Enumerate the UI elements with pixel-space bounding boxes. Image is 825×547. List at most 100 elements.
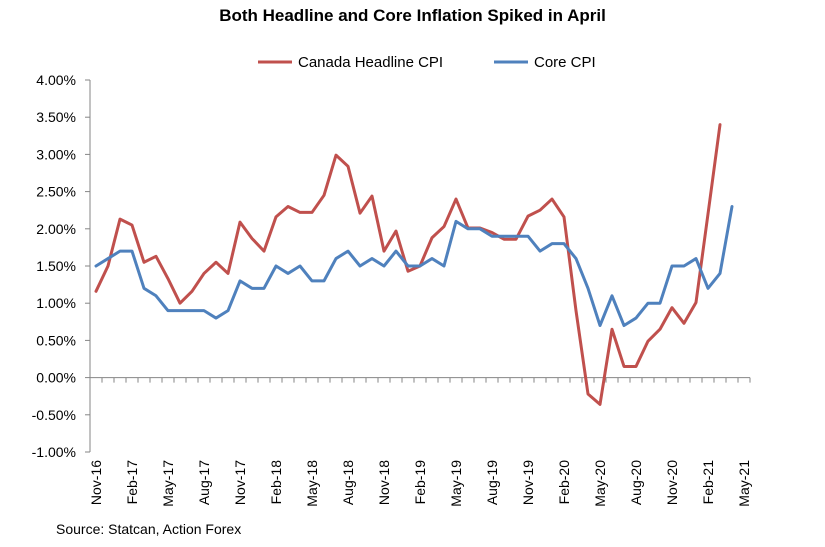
data-point-canada-headline-cpi: [539, 209, 542, 212]
data-point-canada-headline-cpi: [155, 255, 158, 258]
axes: -1.00% -0.50% 0.00% 0.50% 1.00% 1.50% 2.00% 2.5…: [32, 72, 752, 507]
data-point-core-cpi: [443, 265, 446, 268]
y-tick-label: 3.00%: [36, 146, 76, 162]
data-point-canada-headline-cpi: [215, 261, 218, 264]
data-point-core-cpi: [347, 250, 350, 253]
data-point-canada-headline-cpi: [683, 322, 686, 325]
data-point-core-cpi: [611, 294, 614, 297]
data-point-core-cpi: [239, 279, 242, 282]
data-point-canada-headline-cpi: [407, 270, 410, 273]
data-point-core-cpi: [275, 265, 278, 268]
data-point-core-cpi: [431, 257, 434, 260]
x-tick-label: May-21: [736, 460, 752, 507]
x-tick-label: Aug-19: [484, 460, 500, 505]
data-point-core-cpi: [683, 265, 686, 268]
data-point-canada-headline-cpi: [275, 215, 278, 218]
data-point-canada-headline-cpi: [119, 218, 122, 221]
data-point-core-cpi: [599, 324, 602, 327]
y-tick-label: 0.00%: [36, 370, 76, 386]
data-point-core-cpi: [515, 235, 518, 238]
data-point-canada-headline-cpi: [719, 123, 722, 126]
x-tick-label: Nov-17: [232, 460, 248, 505]
x-tick-label: May-20: [592, 460, 608, 507]
y-tick-label: -1.00%: [32, 444, 76, 460]
y-tick-label: 3.50%: [36, 109, 76, 125]
data-point-canada-headline-cpi: [647, 340, 650, 343]
y-tick-label: 1.50%: [36, 258, 76, 274]
data-point-core-cpi: [719, 272, 722, 275]
data-point-canada-headline-cpi: [203, 272, 206, 275]
data-point-core-cpi: [311, 279, 314, 282]
data-point-canada-headline-cpi: [563, 215, 566, 218]
x-tick-label: Nov-16: [88, 460, 104, 505]
y-tick-label: 0.50%: [36, 332, 76, 348]
data-point-core-cpi: [227, 309, 230, 312]
data-point-canada-headline-cpi: [359, 212, 362, 215]
series-line-core-cpi: [94, 204, 734, 328]
data-point-canada-headline-cpi: [287, 205, 290, 208]
data-point-core-cpi: [323, 279, 326, 282]
data-point-canada-headline-cpi: [335, 154, 338, 157]
data-point-core-cpi: [479, 227, 482, 230]
data-point-core-cpi: [491, 235, 494, 238]
data-point-core-cpi: [407, 265, 410, 268]
data-point-core-cpi: [455, 220, 458, 223]
data-point-core-cpi: [155, 294, 158, 297]
chart-title: Both Headline and Core Inflation Spiked …: [219, 6, 606, 25]
legend-label-canada-headline-cpi: Canada Headline CPI: [298, 54, 443, 71]
legend-label-core-cpi: Core CPI: [534, 54, 596, 71]
data-point-core-cpi: [143, 287, 146, 290]
data-point-canada-headline-cpi: [299, 211, 302, 214]
data-point-core-cpi: [215, 317, 218, 320]
data-point-core-cpi: [575, 257, 578, 260]
data-point-core-cpi: [503, 235, 506, 238]
data-point-core-cpi: [635, 317, 638, 320]
data-point-canada-headline-cpi: [455, 198, 458, 201]
data-point-core-cpi: [419, 265, 422, 268]
data-point-canada-headline-cpi: [515, 238, 518, 241]
x-tick-label: May-19: [448, 460, 464, 507]
data-point-canada-headline-cpi: [671, 306, 674, 309]
data-point-canada-headline-cpi: [599, 403, 602, 406]
data-point-core-cpi: [203, 309, 206, 312]
data-point-core-cpi: [287, 272, 290, 275]
series-layer: [94, 123, 734, 406]
data-point-core-cpi: [587, 287, 590, 290]
data-point-canada-headline-cpi: [443, 225, 446, 228]
data-point-core-cpi: [671, 265, 674, 268]
data-point-core-cpi: [731, 205, 734, 208]
data-point-core-cpi: [263, 287, 266, 290]
data-point-core-cpi: [299, 265, 302, 268]
data-point-core-cpi: [551, 242, 554, 245]
data-point-canada-headline-cpi: [251, 237, 254, 240]
data-point-canada-headline-cpi: [503, 238, 506, 241]
data-point-core-cpi: [467, 227, 470, 230]
data-point-canada-headline-cpi: [395, 230, 398, 233]
data-point-core-cpi: [179, 309, 182, 312]
x-tick-label: Feb-19: [412, 460, 428, 505]
data-point-canada-headline-cpi: [371, 195, 374, 198]
y-tick-label: 4.00%: [36, 72, 76, 88]
data-point-canada-headline-cpi: [695, 301, 698, 304]
legend: Canada Headline CPI Core CPI: [258, 54, 596, 71]
data-point-canada-headline-cpi: [191, 290, 194, 293]
data-point-core-cpi: [95, 265, 98, 268]
data-point-canada-headline-cpi: [323, 194, 326, 197]
x-tick-label: Aug-20: [628, 460, 644, 505]
data-point-canada-headline-cpi: [635, 365, 638, 368]
data-point-canada-headline-cpi: [383, 250, 386, 253]
data-point-core-cpi: [527, 235, 530, 238]
y-tick-label: 2.00%: [36, 221, 76, 237]
data-point-core-cpi: [539, 250, 542, 253]
data-point-core-cpi: [659, 302, 662, 305]
data-point-core-cpi: [131, 250, 134, 253]
x-tick-label: May-17: [160, 460, 176, 507]
data-point-canada-headline-cpi: [227, 272, 230, 275]
x-tick-label: Feb-17: [124, 460, 140, 505]
data-point-core-cpi: [383, 265, 386, 268]
x-tick-label: Feb-21: [700, 460, 716, 505]
data-point-canada-headline-cpi: [575, 309, 578, 312]
x-tick-label: Feb-20: [556, 460, 572, 505]
data-point-canada-headline-cpi: [659, 328, 662, 331]
